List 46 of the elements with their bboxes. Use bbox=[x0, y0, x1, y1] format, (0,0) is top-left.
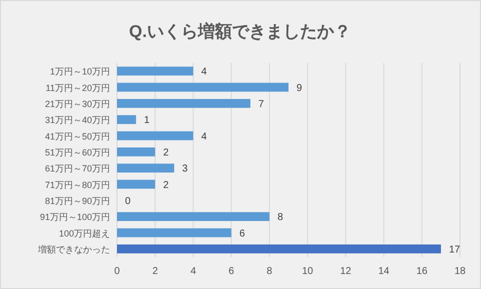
data-label: 17 bbox=[448, 244, 461, 256]
data-label: 7 bbox=[258, 98, 264, 110]
y-tick-label: 91万円～100万円 bbox=[40, 212, 110, 222]
y-tick-label: 71万円～80万円 bbox=[44, 180, 110, 190]
y-tick-label: 21万円～30万円 bbox=[44, 98, 110, 109]
x-tick-label: 12 bbox=[340, 266, 352, 277]
data-label: 1 bbox=[144, 115, 150, 126]
y-tick-label: 51万円～60万円 bbox=[44, 147, 110, 158]
x-tick-label: 8 bbox=[266, 266, 273, 277]
data-label: 4 bbox=[201, 131, 208, 142]
data-label: 2 bbox=[163, 147, 170, 158]
x-tick-label: 16 bbox=[416, 266, 428, 277]
x-tick-label: 14 bbox=[378, 266, 390, 277]
y-tick-label: 11万円～20万円 bbox=[46, 82, 110, 93]
bar bbox=[117, 131, 194, 140]
data-label: 0 bbox=[125, 196, 131, 207]
bar bbox=[117, 115, 136, 124]
bar bbox=[117, 212, 270, 222]
data-label: 8 bbox=[277, 212, 284, 224]
y-tick-label: 1万円～10万円 bbox=[50, 66, 110, 77]
x-tick-label: 2 bbox=[152, 266, 158, 277]
bar bbox=[117, 147, 156, 156]
y-tick-label: 増額できなかった bbox=[37, 244, 110, 254]
data-label: 2 bbox=[163, 180, 170, 191]
chart-title: Q.いくら増額できましたか？ bbox=[129, 21, 351, 41]
y-tick-label: 100万円超え bbox=[58, 228, 110, 238]
y-tick-label: 31万円～40万円 bbox=[44, 115, 110, 126]
x-tick-label: 4 bbox=[190, 266, 196, 277]
y-tick-label: 41万円～50万円 bbox=[44, 131, 110, 142]
x-tick-label: 10 bbox=[302, 266, 314, 277]
data-label: 9 bbox=[296, 82, 302, 94]
y-tick-label: 61万円～70万円 bbox=[44, 164, 110, 174]
bar bbox=[117, 180, 156, 189]
data-label: 6 bbox=[239, 228, 246, 240]
bar bbox=[117, 98, 250, 108]
bar bbox=[117, 164, 174, 173]
x-tick-label: 6 bbox=[228, 266, 235, 277]
data-label: 3 bbox=[182, 164, 188, 175]
x-tick-label: 0 bbox=[114, 266, 120, 277]
y-tick-label: 81万円～90万円 bbox=[44, 196, 110, 206]
bar bbox=[117, 228, 232, 238]
bar bbox=[117, 244, 441, 254]
bar bbox=[117, 66, 194, 76]
bar bbox=[117, 82, 288, 92]
x-tick-label: 18 bbox=[454, 266, 466, 277]
data-label: 4 bbox=[201, 66, 208, 78]
